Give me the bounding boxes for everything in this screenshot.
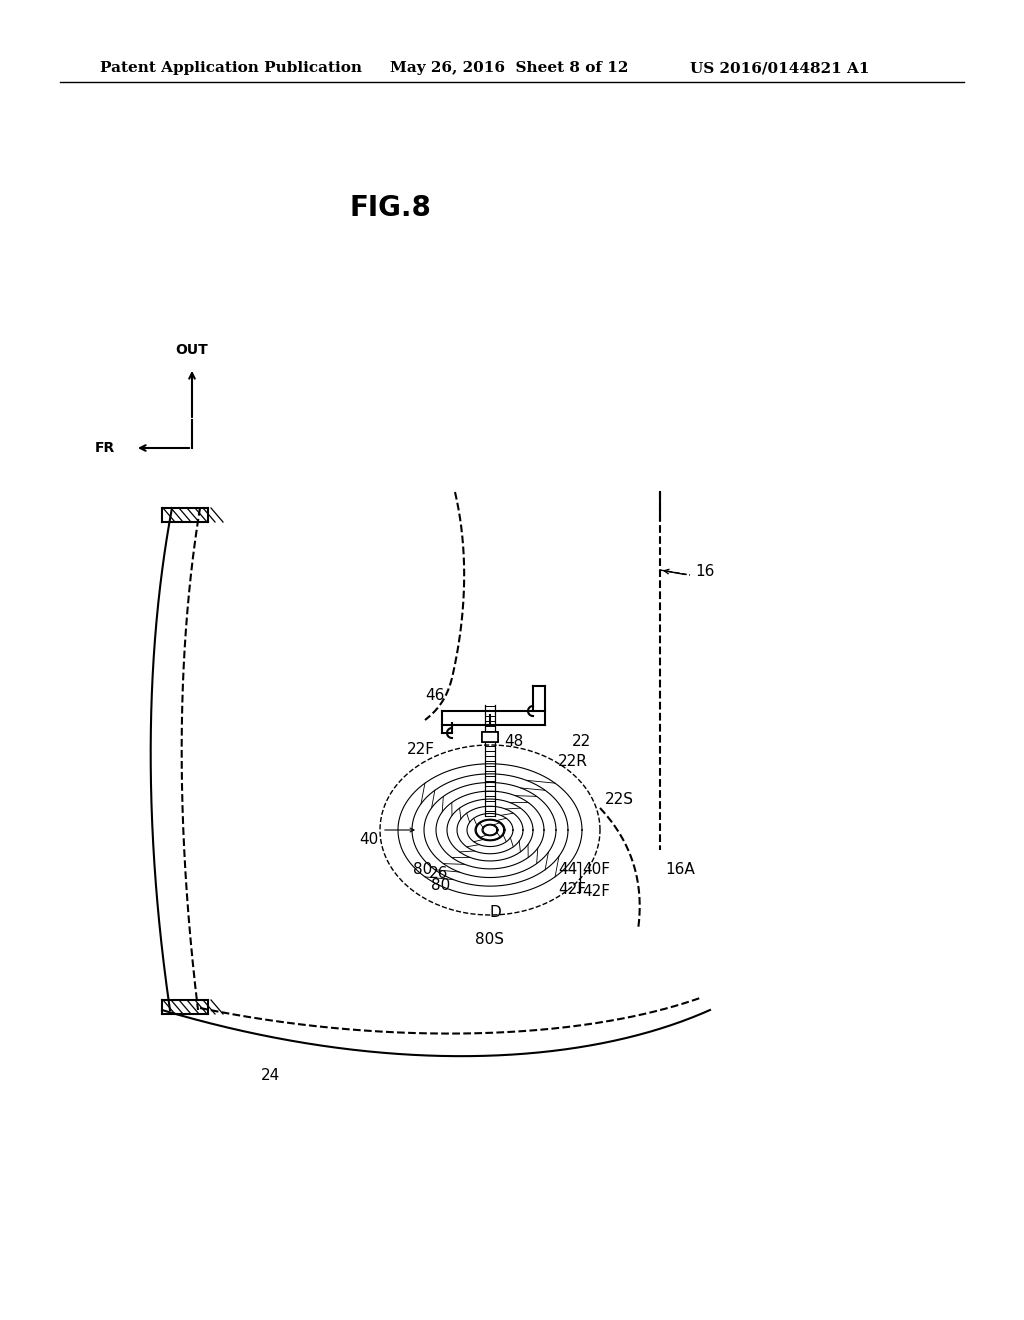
Text: 44: 44 [558,862,578,878]
Text: 16: 16 [695,565,715,579]
Text: US 2016/0144821 A1: US 2016/0144821 A1 [690,61,869,75]
Text: 48: 48 [504,734,523,750]
Text: OUT: OUT [176,343,208,356]
Text: 42F: 42F [582,884,610,899]
Text: May 26, 2016  Sheet 8 of 12: May 26, 2016 Sheet 8 of 12 [390,61,629,75]
Text: Patent Application Publication: Patent Application Publication [100,61,362,75]
Text: 80: 80 [413,862,432,878]
Text: 40F: 40F [582,862,610,878]
Text: 16A: 16A [665,862,694,878]
Bar [482,733,498,742]
Bar [482,733,498,742]
Text: FR: FR [95,441,115,455]
Text: 22F: 22F [407,742,435,758]
Text: 80: 80 [431,879,450,894]
Text: 26: 26 [429,866,449,880]
Text: 22: 22 [572,734,591,750]
Text: 40: 40 [358,833,378,847]
Text: 46: 46 [426,688,445,702]
Text: 22S: 22S [605,792,634,808]
Text: 24: 24 [260,1068,280,1082]
Text: D: D [489,906,501,920]
Text: 80S: 80S [475,932,505,948]
Text: FIG.8: FIG.8 [349,194,431,222]
Text: 22R: 22R [558,755,588,770]
Text: 42F: 42F [558,883,586,898]
